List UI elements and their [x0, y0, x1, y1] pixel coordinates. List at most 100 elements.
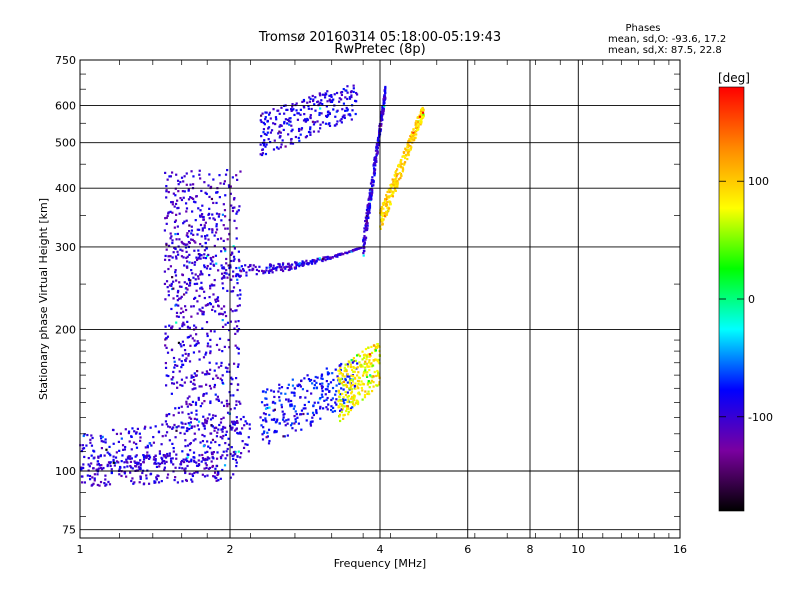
data-point [91, 436, 94, 440]
data-point [307, 263, 310, 266]
data-point [166, 178, 169, 181]
data-point [234, 450, 237, 454]
data-point [419, 123, 422, 126]
data-point [368, 386, 371, 389]
data-point [188, 403, 191, 406]
data-point [217, 305, 220, 308]
data-point [160, 456, 163, 459]
data-point [353, 384, 356, 388]
data-point [385, 210, 388, 214]
data-point [127, 457, 130, 460]
data-point [342, 388, 345, 391]
data-point [231, 206, 235, 210]
data-point [350, 118, 353, 121]
data-point [183, 323, 186, 326]
data-point [148, 454, 151, 457]
data-point [220, 364, 223, 367]
data-point [297, 112, 300, 115]
data-point [193, 249, 196, 252]
data-point [183, 220, 186, 223]
data-point [228, 233, 231, 236]
chart-subtitle: RwPretec (8p) [334, 42, 425, 57]
data-point [242, 269, 246, 272]
data-point [367, 210, 370, 213]
data-point [309, 420, 312, 424]
data-point [278, 112, 281, 115]
data-point [259, 143, 262, 146]
data-point [311, 258, 314, 262]
data-point [216, 431, 219, 434]
data-point [190, 411, 193, 414]
data-point [171, 457, 174, 460]
data-point [384, 86, 387, 90]
data-point [380, 209, 383, 213]
data-point [380, 116, 383, 120]
data-point [293, 405, 296, 408]
data-point [123, 466, 126, 469]
data-point [406, 145, 409, 148]
data-point [194, 326, 198, 329]
data-point [352, 375, 355, 378]
data-point [313, 259, 316, 262]
data-point [169, 457, 173, 460]
data-point [106, 463, 109, 466]
data-point [350, 390, 354, 393]
data-point [239, 293, 242, 296]
data-point [199, 257, 202, 260]
data-point [300, 262, 304, 265]
data-point [114, 461, 117, 465]
data-point [368, 204, 372, 207]
data-point [299, 133, 302, 136]
data-point [201, 245, 204, 248]
data-point [181, 273, 184, 276]
data-point [320, 374, 323, 377]
data-point [158, 462, 162, 465]
data-point [328, 390, 331, 393]
data-point [180, 255, 184, 258]
data-point [400, 162, 403, 166]
data-point [276, 266, 279, 269]
data-point [186, 336, 189, 339]
data-point [400, 159, 403, 162]
data-point [209, 284, 212, 287]
data-point [233, 407, 236, 410]
data-point [163, 229, 166, 232]
data-point [164, 298, 167, 301]
data-point [326, 111, 330, 114]
data-point [235, 227, 238, 230]
data-point [280, 143, 283, 146]
data-point [321, 395, 324, 398]
data-point [352, 356, 356, 360]
data-point [239, 170, 242, 173]
data-point [347, 360, 350, 363]
data-point [182, 293, 186, 296]
data-point [334, 368, 337, 371]
data-point [365, 226, 368, 229]
data-point [231, 378, 234, 381]
data-point [153, 456, 156, 459]
x-axis-label: Frequency [MHz] [334, 557, 426, 570]
data-point [193, 378, 196, 382]
data-point [335, 390, 338, 393]
data-point [388, 190, 391, 194]
data-point [185, 282, 189, 285]
data-point [410, 136, 413, 140]
data-point [209, 256, 212, 260]
data-point [226, 367, 229, 370]
data-point [338, 97, 341, 100]
data-point [210, 197, 214, 201]
data-point [203, 226, 206, 229]
data-point [351, 400, 354, 403]
data-point [212, 305, 215, 308]
data-point [389, 203, 392, 206]
data-point [197, 228, 201, 231]
data-point [212, 201, 215, 205]
data-point [172, 280, 175, 283]
data-point [174, 194, 177, 197]
data-point [221, 454, 224, 457]
data-point [184, 352, 187, 355]
data-point [200, 214, 203, 218]
data-point [414, 121, 417, 125]
data-point [237, 450, 240, 453]
data-point [164, 325, 167, 328]
